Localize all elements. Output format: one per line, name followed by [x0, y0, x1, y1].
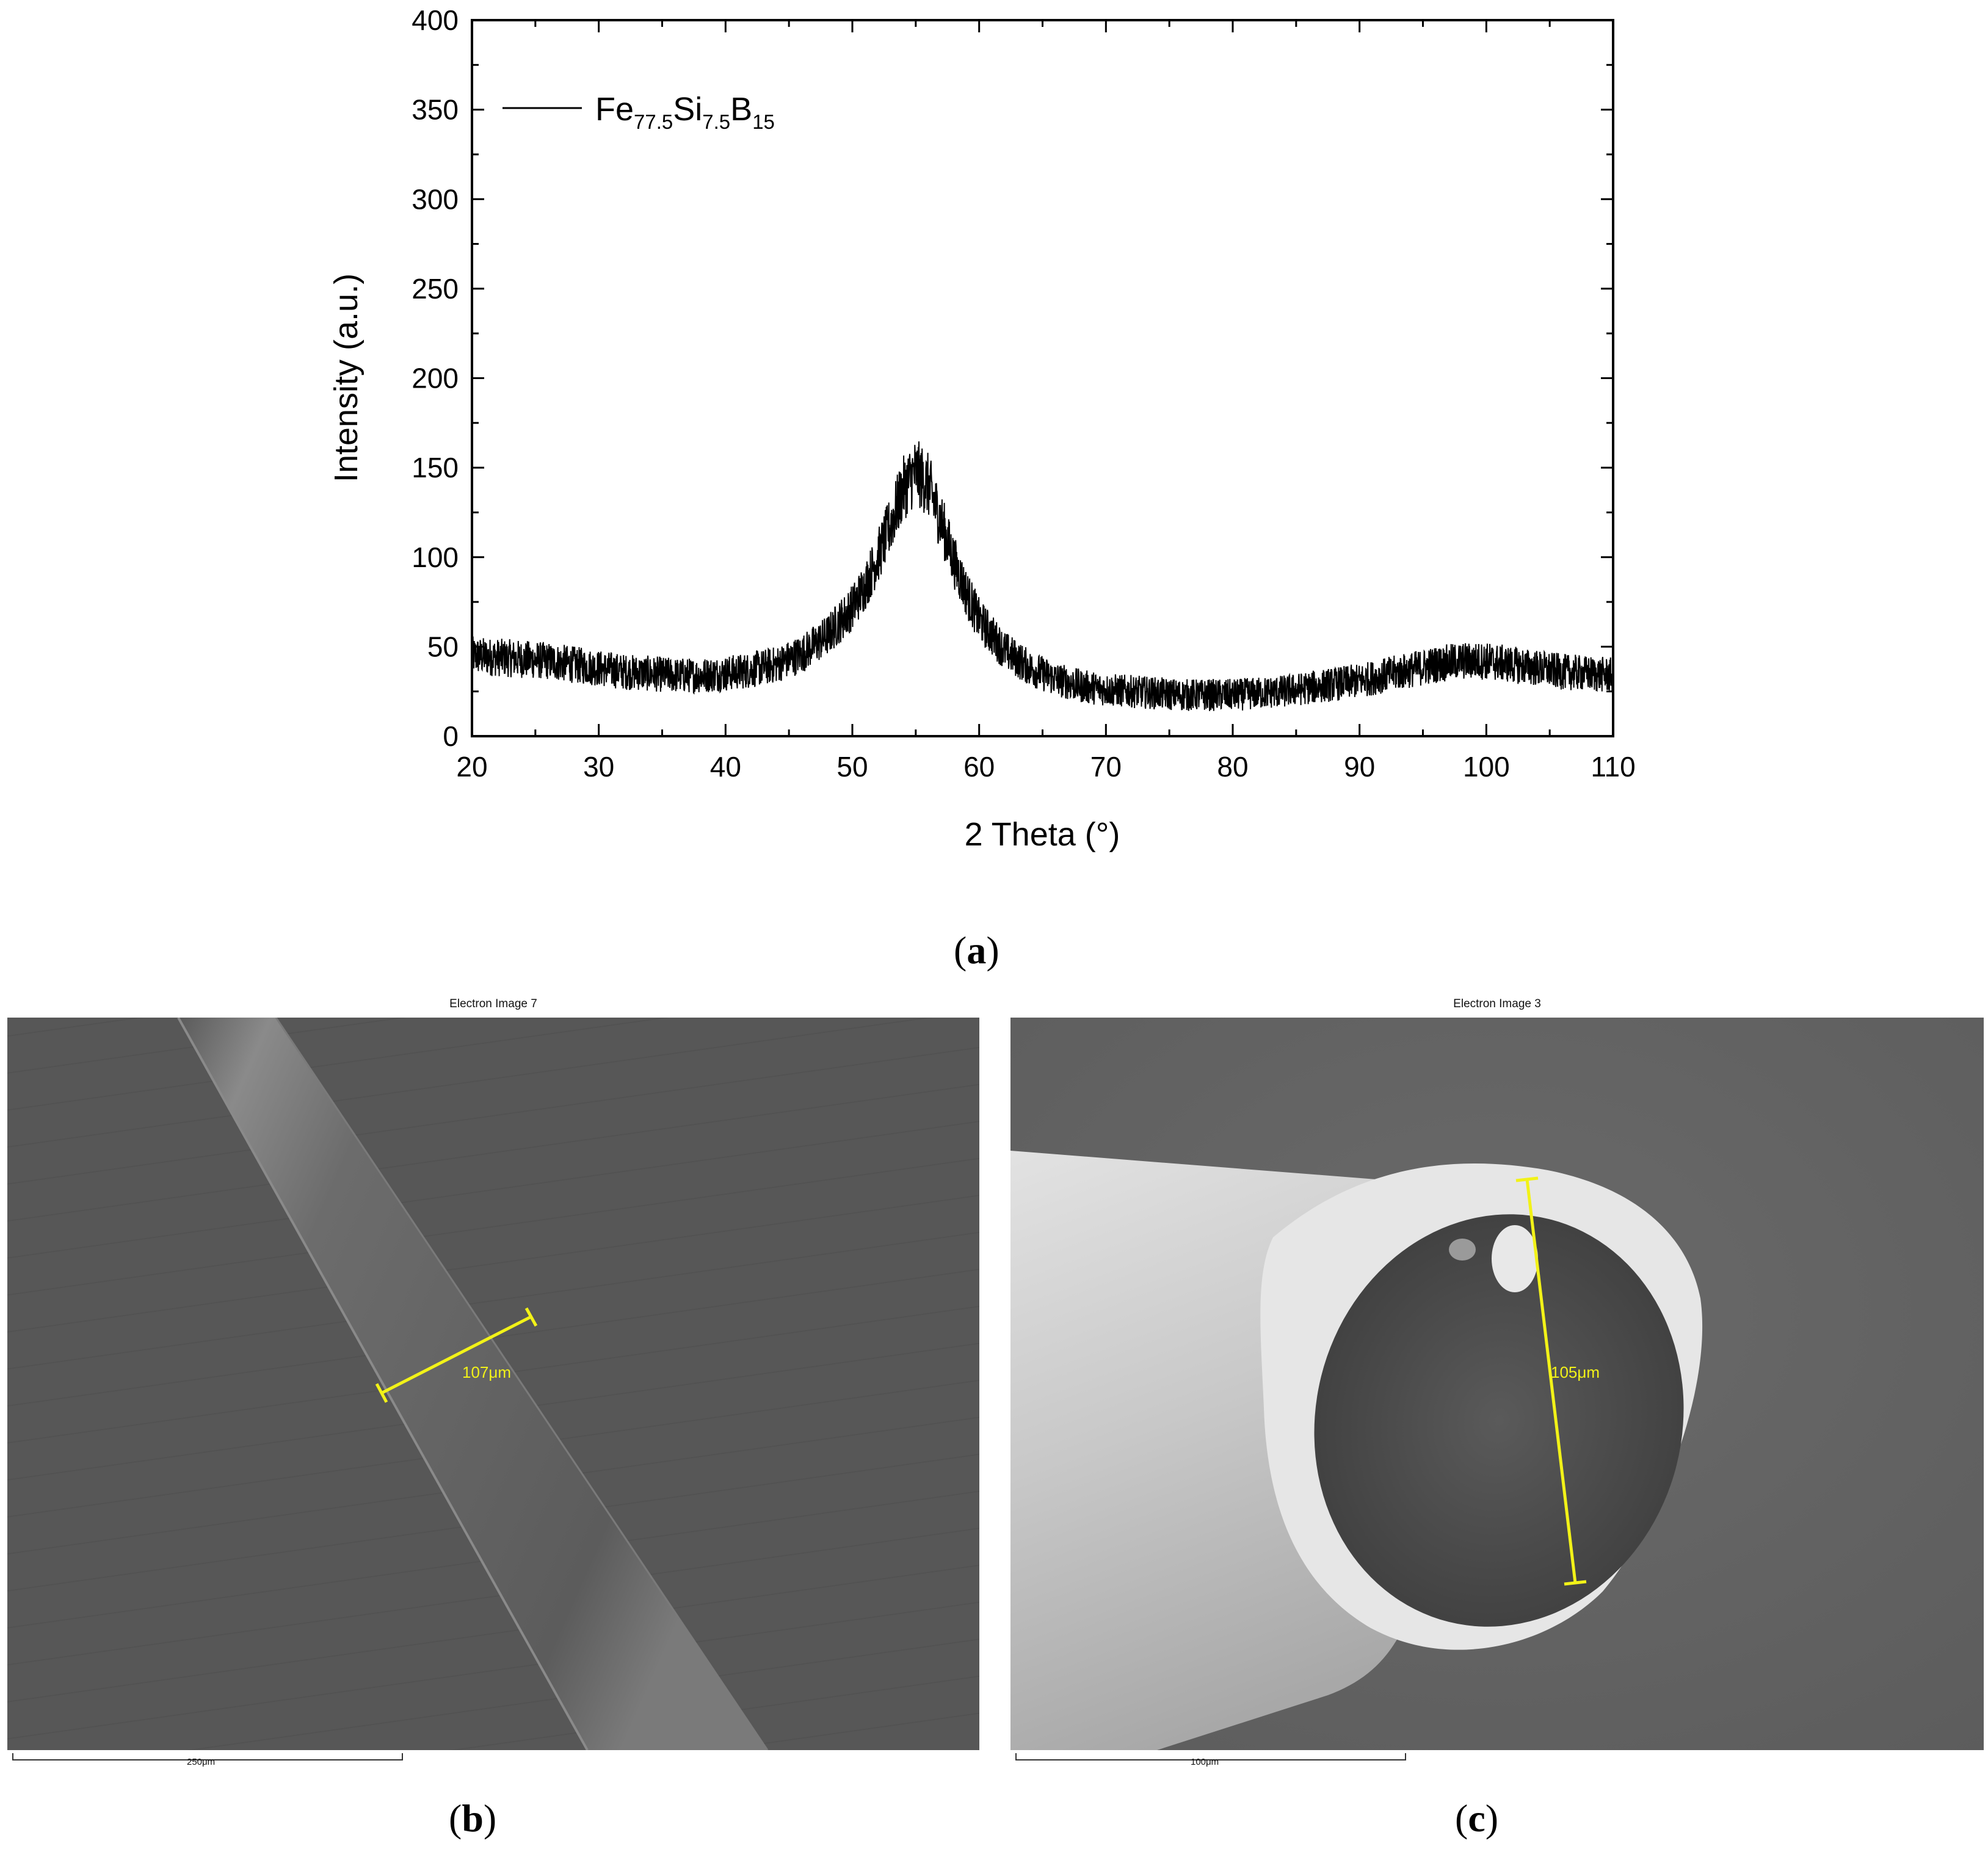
- series-group: [471, 441, 1614, 711]
- scale-bar-b: [12, 1753, 403, 1760]
- x-tick-label: 110: [1591, 751, 1635, 783]
- x-tick-label: 40: [710, 751, 741, 783]
- sem-c-title: Electron Image 3: [1453, 997, 1541, 1010]
- legend-b-sub: 15: [752, 110, 775, 133]
- y-tick-label: 200: [412, 363, 459, 394]
- y-tick-label: 0: [443, 720, 459, 752]
- sem-image-c: 105μm: [1010, 1018, 1984, 1750]
- paren-open: (: [954, 928, 967, 972]
- paren-open: (: [1455, 1797, 1468, 1840]
- label-letter: c: [1468, 1797, 1486, 1840]
- y-tick-label: 150: [412, 452, 459, 483]
- label-letter: a: [967, 928, 987, 972]
- legend-si-sub: 7.5: [702, 110, 730, 133]
- series-line: [471, 441, 1614, 711]
- y-tick-label: 350: [412, 94, 459, 126]
- panel-label-c: (c): [1455, 1796, 1498, 1841]
- legend-fe: Fe: [595, 91, 634, 128]
- paren-open: (: [449, 1797, 462, 1840]
- x-tick-label: 60: [963, 751, 995, 783]
- paren-close: ): [483, 1797, 497, 1840]
- measure-105: [1515, 1176, 1587, 1586]
- x-tick-label: 30: [583, 751, 614, 783]
- x-tick-label: 80: [1217, 751, 1248, 783]
- sem-image-b: 107μm: [7, 1018, 979, 1750]
- x-tick-label: 90: [1344, 751, 1375, 783]
- scale-bar-c-label: 100μm: [1191, 1757, 1219, 1767]
- sem-b-title: Electron Image 7: [449, 997, 537, 1010]
- paren-close: ): [986, 928, 999, 972]
- measure-105-label: 105μm: [1551, 1363, 1600, 1381]
- xrd-chart: 20 30 40 50 60 70 80 90 100 110 0 50 100 150 200 250 30…: [328, 4, 1636, 853]
- y-tick-label: 100: [412, 541, 459, 573]
- x-axis-label: 2 Theta (°): [965, 816, 1120, 853]
- label-letter: b: [462, 1797, 484, 1840]
- legend-si: Si: [673, 91, 702, 128]
- fracture-face: [1314, 1214, 1684, 1627]
- y-tick-label: 50: [427, 631, 459, 662]
- x-axis-ticks: 20 30 40 50 60 70 80 90 100 110: [456, 20, 1636, 783]
- x-tick-label: 20: [456, 751, 487, 783]
- measure-107-label: 107μm: [462, 1363, 511, 1381]
- debris-particle-small: [1449, 1239, 1476, 1261]
- panel-label-b: (b): [449, 1796, 496, 1841]
- scale-bar-c: [1015, 1753, 1406, 1760]
- legend-fe-sub: 77.5: [634, 110, 673, 133]
- y-axis-label: Intensity (a.u.): [328, 273, 365, 482]
- y-axis-ticks: 0 50 100 150 200 250 300 350 400: [412, 4, 1613, 752]
- y-tick-label: 400: [412, 4, 459, 36]
- legend-label: Fe77.5Si7.5B15: [595, 91, 775, 133]
- x-tick-label: 50: [836, 751, 868, 783]
- panel-label-a: (a): [954, 928, 999, 973]
- x-tick-label: 100: [1463, 751, 1510, 783]
- y-tick-label: 250: [412, 273, 459, 305]
- fiber: [178, 1018, 767, 1750]
- measure-107: [375, 1307, 538, 1403]
- debris-particle: [1492, 1225, 1538, 1292]
- x-tick-label: 70: [1090, 751, 1122, 783]
- fiber-edge-left: [177, 1018, 589, 1750]
- y-tick-label: 300: [412, 183, 459, 215]
- legend-b: B: [730, 91, 752, 128]
- legend: Fe77.5Si7.5B15: [502, 91, 775, 133]
- scale-bar-b-label: 250μm: [187, 1757, 216, 1767]
- paren-close: ): [1485, 1797, 1499, 1840]
- fiber-edge-right: [275, 1018, 769, 1750]
